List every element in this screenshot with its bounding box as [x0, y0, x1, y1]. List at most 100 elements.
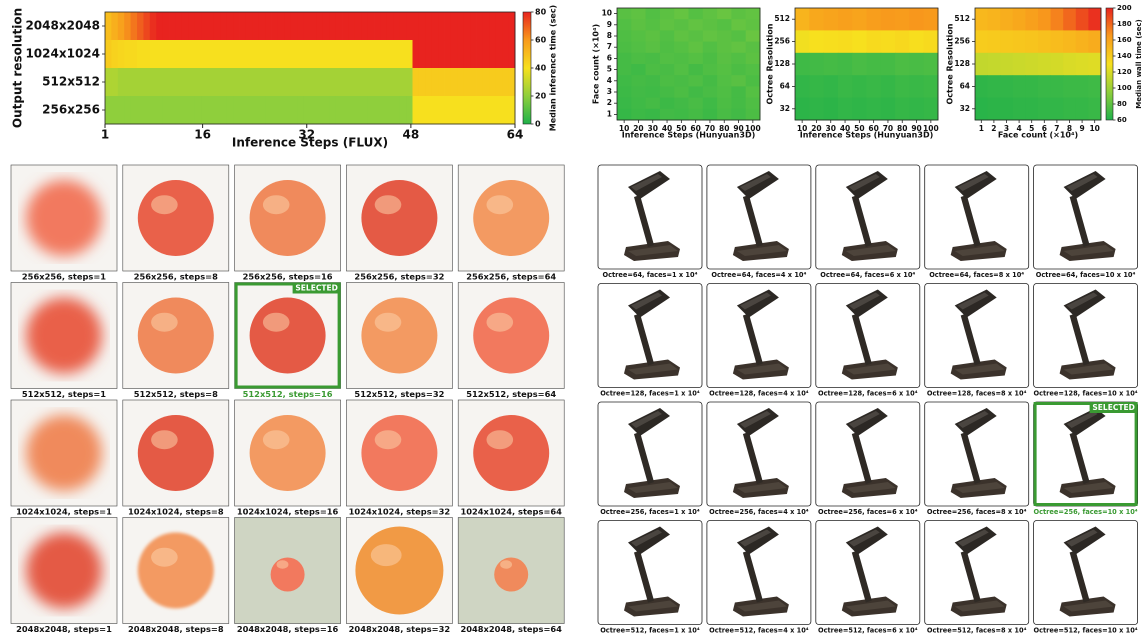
- peach: [355, 527, 443, 615]
- heatmap-cell: [188, 68, 195, 96]
- image-tile: [925, 521, 1029, 625]
- heatmap-cell: [457, 68, 464, 96]
- heatmap-cell: [464, 68, 471, 96]
- heatmap-cell: [717, 64, 732, 76]
- heatmap-cell: [374, 12, 381, 40]
- image-tile: [11, 518, 117, 624]
- heatmap-cell: [156, 68, 163, 96]
- heatmap-cell: [496, 68, 503, 96]
- heatmap-cell: [380, 68, 387, 96]
- image-caption: Octree=128, faces=10 x 10⁴: [1034, 390, 1138, 398]
- heatmap-cell: [924, 30, 939, 53]
- heatmap-cell: [195, 68, 202, 96]
- x-tick-label: 1: [979, 124, 984, 133]
- heatmap-cell: [470, 12, 477, 40]
- x-tick-label: 64: [507, 128, 524, 142]
- heatmap-cell: [731, 42, 746, 54]
- heatmap-cell: [272, 68, 279, 96]
- heatmap-cell: [118, 68, 125, 96]
- peach: [473, 298, 549, 374]
- heatmap-cell: [1013, 8, 1026, 31]
- heatmap-cell: [220, 40, 227, 68]
- heatmap-cell: [746, 75, 761, 87]
- image-caption: 512x512, steps=8: [134, 389, 218, 399]
- heatmap-cell: [895, 30, 910, 53]
- heatmap-cell: [717, 75, 732, 87]
- heatmap-cell: [717, 86, 732, 98]
- y-tick-label: 512: [774, 14, 790, 23]
- heatmap-cell: [105, 40, 112, 68]
- image-caption: 2048x2048, steps=1: [16, 624, 112, 634]
- heatmap-cell: [689, 86, 704, 98]
- heatmap-cell: [419, 68, 426, 96]
- image-caption: Octree=256, faces=10 x 10⁴: [1034, 508, 1138, 516]
- x-axis-label: Inference Steps (Hunyuan3D): [800, 131, 934, 140]
- heatmap-cell: [1051, 8, 1064, 31]
- image-tile: [346, 283, 452, 389]
- heatmap-cell: [105, 96, 112, 124]
- heatmap-cell: [1025, 8, 1038, 31]
- heatmap-cell: [323, 40, 330, 68]
- heatmap-cell: [413, 96, 420, 124]
- heatmap-cell: [118, 40, 125, 68]
- heatmap-cell: [310, 12, 317, 40]
- heatmap-cell: [156, 40, 163, 68]
- heatmap-cell: [438, 68, 445, 96]
- colorbar-tick-label: 200: [1117, 4, 1132, 12]
- heatmap-cell: [425, 68, 432, 96]
- heatmap-cell: [457, 96, 464, 124]
- heatmap-cell: [432, 40, 439, 68]
- heatmap-cell: [867, 30, 882, 53]
- heatmap-cell: [265, 68, 272, 96]
- image-caption: Octree=256, faces=6 x 10⁴: [818, 508, 918, 516]
- heatmap-cell: [361, 40, 368, 68]
- heatmap-cell: [214, 68, 221, 96]
- y-axis-label: Octree Resolution: [946, 23, 955, 104]
- y-tick-label: 64: [780, 81, 790, 90]
- image-tile: [346, 165, 452, 271]
- heatmap-cell: [240, 96, 247, 124]
- image-tile: [11, 400, 117, 506]
- heatmap-cell: [489, 96, 496, 124]
- heatmap-cell: [731, 19, 746, 31]
- image-caption: Octree=128, faces=8 x 10⁴: [927, 390, 1027, 398]
- peach: [250, 415, 326, 491]
- heatmap-cell: [1063, 53, 1076, 76]
- peach: [361, 180, 437, 256]
- heatmap-cell: [617, 75, 632, 87]
- heatmap-cell: [368, 40, 375, 68]
- heatmap-cell: [425, 12, 432, 40]
- heatmap-cell: [867, 8, 882, 31]
- image-caption: 1024x1024, steps=64: [460, 507, 562, 517]
- heatmap-cell: [746, 64, 761, 76]
- image-tile: [707, 521, 811, 625]
- heatmap-cell: [105, 12, 112, 40]
- image-caption: 1024x1024, steps=32: [349, 507, 451, 517]
- heatmap-cell: [310, 96, 317, 124]
- image-tile: [1034, 521, 1138, 625]
- heatmap-cell: [838, 75, 853, 98]
- heatmap-cell: [214, 96, 221, 124]
- heatmap-cell: [348, 96, 355, 124]
- heatmap-cell: [329, 96, 336, 124]
- colorbar-tick-label: 100: [1117, 84, 1132, 92]
- heatmap-cell: [631, 53, 646, 65]
- image-caption: Octree=64, faces=8 x 10⁴: [929, 271, 1024, 279]
- heatmap-cell: [646, 98, 661, 110]
- heatmap-cell: [438, 12, 445, 40]
- heatmap-cell: [746, 42, 761, 54]
- heatmap-cell: [329, 40, 336, 68]
- heatmap-cell: [1025, 75, 1038, 98]
- heatmap-cell: [413, 40, 420, 68]
- heatmap-cell: [509, 12, 516, 40]
- heatmap-cell: [348, 12, 355, 40]
- heatmap-cell: [631, 19, 646, 31]
- heatmap-cell: [291, 96, 298, 124]
- peach-highlight: [263, 430, 290, 449]
- heatmap-cell: [201, 12, 208, 40]
- peach: [26, 180, 102, 256]
- x-tick-label: 1: [101, 128, 109, 142]
- colorbar-tick-label: 60: [1117, 116, 1127, 124]
- heatmap-cell: [355, 40, 362, 68]
- heatmap-cell: [852, 30, 867, 53]
